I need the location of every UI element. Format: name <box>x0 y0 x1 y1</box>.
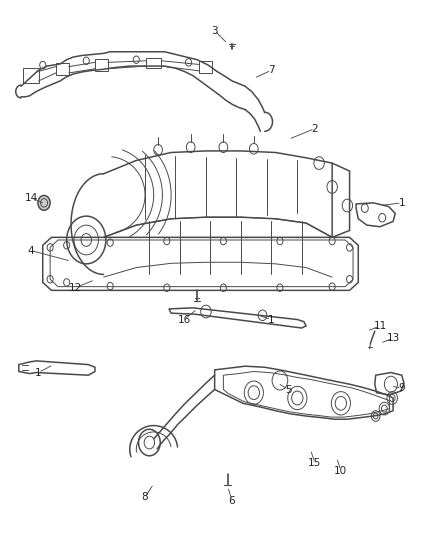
Text: 4: 4 <box>28 246 34 256</box>
Text: 2: 2 <box>311 124 318 134</box>
Text: 10: 10 <box>334 466 347 475</box>
Circle shape <box>38 196 50 211</box>
Text: 16: 16 <box>177 314 191 325</box>
Text: 15: 15 <box>308 458 321 467</box>
Text: 9: 9 <box>399 383 405 393</box>
Text: 7: 7 <box>268 66 275 75</box>
Text: 1: 1 <box>399 198 405 208</box>
Text: 13: 13 <box>386 333 400 343</box>
Text: 3: 3 <box>212 26 218 36</box>
Text: 6: 6 <box>229 496 235 506</box>
Text: 1: 1 <box>35 368 42 377</box>
Text: 1: 1 <box>268 314 275 325</box>
Text: 5: 5 <box>285 384 292 394</box>
Text: 11: 11 <box>374 321 387 331</box>
Text: 14: 14 <box>25 192 38 203</box>
Text: 8: 8 <box>142 492 148 502</box>
Text: 12: 12 <box>69 282 82 293</box>
